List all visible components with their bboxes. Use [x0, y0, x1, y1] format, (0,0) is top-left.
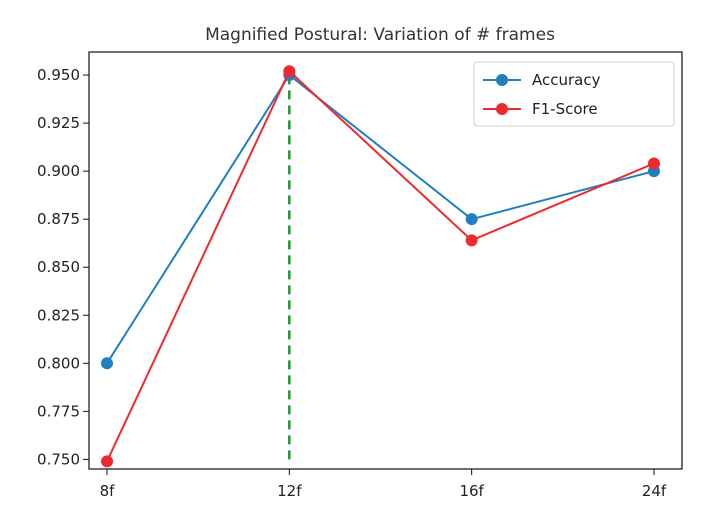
accuracy-point — [101, 357, 113, 370]
f1-score-point — [648, 157, 660, 170]
y-tick-label: 0.850 — [37, 258, 80, 276]
y-tick-label: 0.825 — [37, 306, 80, 324]
f1-score-point — [465, 234, 478, 247]
y-tick-label: 0.900 — [37, 162, 80, 180]
y-tick-label: 0.800 — [37, 354, 80, 372]
series-layer — [101, 65, 660, 468]
f1-score-point — [101, 455, 113, 468]
legend: Accuracy F1-Score — [473, 61, 675, 127]
y-tick-label: 0.775 — [37, 402, 80, 420]
y-tick-label: 0.950 — [37, 66, 80, 84]
y-axis: 0.750 0.775 0.800 0.825 0.850 0.875 0.900 0.925… — [37, 66, 89, 468]
y-tick-label: 0.925 — [37, 114, 80, 132]
legend-f1-score-marker — [496, 103, 508, 115]
f1-score-line — [106, 69, 655, 462]
x-tick-label: 8f — [100, 482, 116, 500]
legend-accuracy-marker — [496, 74, 508, 86]
x-tick-label: 16f — [459, 482, 484, 500]
x-tick-label: 24f — [642, 482, 667, 500]
x-axis: 8f 12f 16f 24f — [100, 469, 667, 500]
accuracy-point — [465, 213, 478, 226]
accuracy-line — [106, 73, 655, 364]
legend-f1-score-label: F1-Score — [532, 100, 598, 118]
legend-accuracy-label: Accuracy — [532, 71, 601, 89]
chart-title: Magnified Postural: Variation of # frame… — [205, 25, 555, 45]
x-tick-label: 12f — [277, 482, 302, 500]
legend-box — [473, 61, 675, 127]
y-tick-label: 0.875 — [37, 210, 80, 228]
y-tick-label: 0.750 — [37, 450, 80, 468]
plot-area — [88, 51, 683, 470]
f1-score-point — [283, 65, 296, 78]
